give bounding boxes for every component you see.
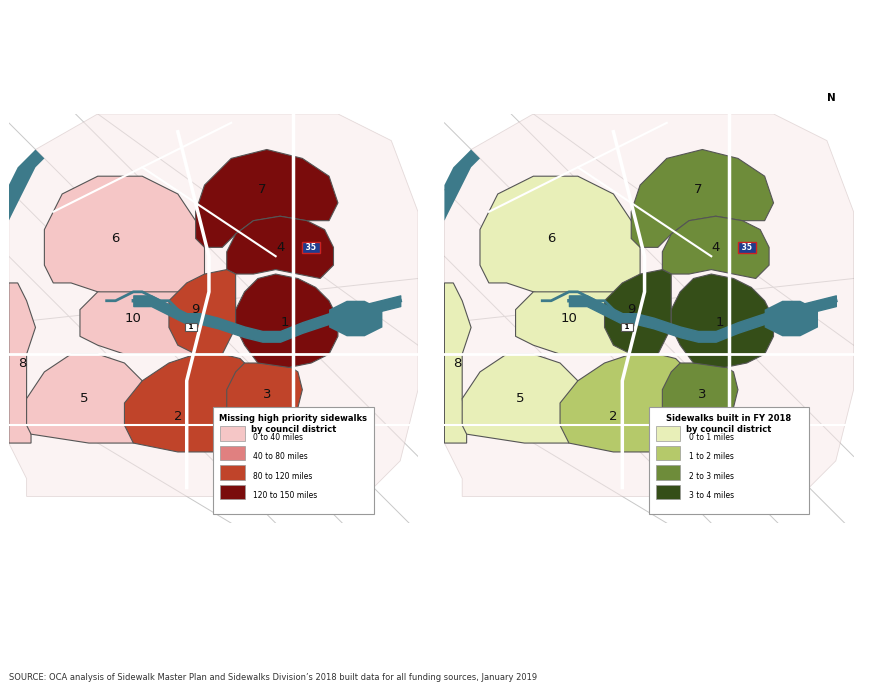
Text: 6: 6 bbox=[112, 232, 120, 245]
Bar bbox=[656, 465, 680, 479]
Text: 1: 1 bbox=[622, 325, 632, 330]
Text: 0 to 40 miles: 0 to 40 miles bbox=[253, 433, 304, 442]
Polygon shape bbox=[765, 301, 818, 336]
Polygon shape bbox=[169, 270, 236, 354]
Text: 2 to 3 miles: 2 to 3 miles bbox=[689, 472, 734, 481]
Polygon shape bbox=[195, 149, 338, 247]
Polygon shape bbox=[80, 292, 195, 354]
Text: 1: 1 bbox=[187, 325, 196, 330]
Text: 40 to 80 miles: 40 to 80 miles bbox=[253, 452, 308, 461]
Bar bbox=[220, 446, 245, 460]
Polygon shape bbox=[462, 354, 578, 443]
Text: Missing high priority sidewalks
by council district: Missing high priority sidewalks by counc… bbox=[219, 414, 368, 434]
Polygon shape bbox=[26, 354, 143, 443]
Text: 0 to 1 miles: 0 to 1 miles bbox=[689, 433, 734, 442]
FancyBboxPatch shape bbox=[649, 408, 809, 514]
Text: 4: 4 bbox=[276, 241, 284, 254]
Bar bbox=[220, 426, 245, 441]
Polygon shape bbox=[9, 149, 44, 221]
Polygon shape bbox=[9, 114, 418, 497]
Text: 4: 4 bbox=[712, 241, 720, 254]
Polygon shape bbox=[124, 354, 262, 452]
Text: 120 to 150 miles: 120 to 150 miles bbox=[253, 491, 318, 500]
Polygon shape bbox=[227, 216, 334, 279]
Polygon shape bbox=[631, 149, 774, 247]
Text: 5: 5 bbox=[516, 392, 524, 405]
Polygon shape bbox=[44, 176, 204, 301]
Polygon shape bbox=[444, 149, 480, 221]
Bar bbox=[656, 426, 680, 441]
Text: 3: 3 bbox=[698, 388, 707, 401]
Bar bbox=[656, 484, 680, 499]
Polygon shape bbox=[9, 283, 35, 443]
Polygon shape bbox=[329, 301, 383, 336]
Polygon shape bbox=[516, 292, 631, 354]
Polygon shape bbox=[671, 274, 774, 367]
Text: 35: 35 bbox=[739, 243, 755, 252]
Bar bbox=[220, 465, 245, 479]
Text: 1: 1 bbox=[281, 316, 289, 329]
Bar bbox=[220, 484, 245, 499]
Polygon shape bbox=[227, 363, 303, 425]
Polygon shape bbox=[663, 363, 738, 425]
Polygon shape bbox=[480, 176, 640, 301]
Text: 6: 6 bbox=[547, 232, 555, 245]
Text: 80 to 120 miles: 80 to 120 miles bbox=[253, 472, 312, 481]
Text: Sidewalks built in FY 2018
by council district: Sidewalks built in FY 2018 by council di… bbox=[666, 414, 792, 434]
Text: 9: 9 bbox=[627, 303, 635, 316]
Text: N: N bbox=[827, 92, 836, 103]
Text: 2: 2 bbox=[609, 410, 618, 423]
Polygon shape bbox=[663, 216, 769, 279]
FancyBboxPatch shape bbox=[214, 408, 373, 514]
Text: 8: 8 bbox=[18, 356, 26, 369]
Polygon shape bbox=[236, 274, 338, 367]
Text: 8: 8 bbox=[453, 356, 462, 369]
Text: 35: 35 bbox=[304, 243, 319, 252]
Text: 10: 10 bbox=[561, 312, 577, 325]
Polygon shape bbox=[444, 114, 854, 497]
Text: 7: 7 bbox=[258, 183, 267, 196]
Text: 10: 10 bbox=[125, 312, 142, 325]
Polygon shape bbox=[605, 270, 671, 354]
Text: 9: 9 bbox=[192, 303, 200, 316]
Text: 1 to 2 miles: 1 to 2 miles bbox=[689, 452, 734, 461]
Text: SOURCE: OCA analysis of Sidewalk Master Plan and Sidewalks Division’s 2018 built: SOURCE: OCA analysis of Sidewalk Master … bbox=[9, 673, 537, 682]
Polygon shape bbox=[560, 354, 698, 452]
Bar bbox=[656, 446, 680, 460]
Text: 3: 3 bbox=[262, 388, 271, 401]
Text: 2: 2 bbox=[173, 410, 182, 423]
Text: 7: 7 bbox=[693, 183, 702, 196]
Text: 3 to 4 miles: 3 to 4 miles bbox=[689, 491, 734, 500]
Text: 1: 1 bbox=[716, 316, 724, 329]
Text: 5: 5 bbox=[80, 392, 89, 405]
Polygon shape bbox=[444, 283, 471, 443]
